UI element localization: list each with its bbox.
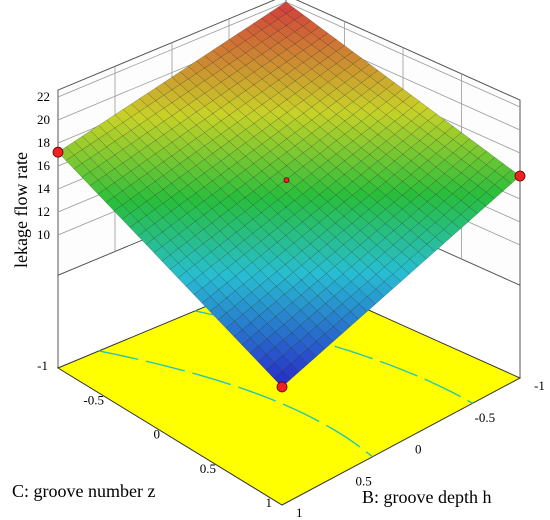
- response-surface: [57, 1, 521, 388]
- floor-plane: [56, 272, 522, 506]
- c-tick-label: -1: [37, 358, 48, 373]
- c-tick-label: 0.5: [200, 461, 216, 476]
- design-point: [52, 146, 64, 158]
- z-tick-label: 12: [37, 204, 50, 219]
- z-tick-label: 10: [37, 227, 50, 242]
- z-tick-label: 18: [37, 135, 50, 150]
- z-tick-label: 16: [37, 158, 51, 173]
- b-tick-label: 0: [415, 442, 422, 457]
- z-tick-label: 22: [37, 89, 50, 104]
- z-tick-label: 14: [37, 181, 51, 196]
- design-point: [276, 381, 288, 393]
- b-tick-label: -1: [534, 378, 545, 393]
- design-point: [283, 177, 290, 184]
- z-tick-label: 20: [37, 112, 50, 127]
- z-axis-label: lekage flow rate: [11, 152, 31, 268]
- tick-labels: 10 12 14 16 18 20 22 -1 -0.5 0 0.5 1 -1 -0.5 0 0.5 1: [37, 89, 545, 520]
- design-point: [514, 170, 526, 182]
- c-tick-label: 0: [154, 427, 161, 442]
- contour-line: [98, 350, 373, 458]
- b-tick-label: -0.5: [475, 410, 496, 425]
- b-tick-label: 1: [296, 505, 303, 520]
- c-tick-label: 1: [266, 495, 273, 510]
- c-tick-label: -0.5: [83, 392, 104, 407]
- design-points: [52, 146, 526, 393]
- y-axis-label: C: groove number z: [12, 481, 155, 501]
- b-tick-label: 0.5: [356, 473, 372, 488]
- x-axis-label: B: groove depth h: [362, 487, 491, 507]
